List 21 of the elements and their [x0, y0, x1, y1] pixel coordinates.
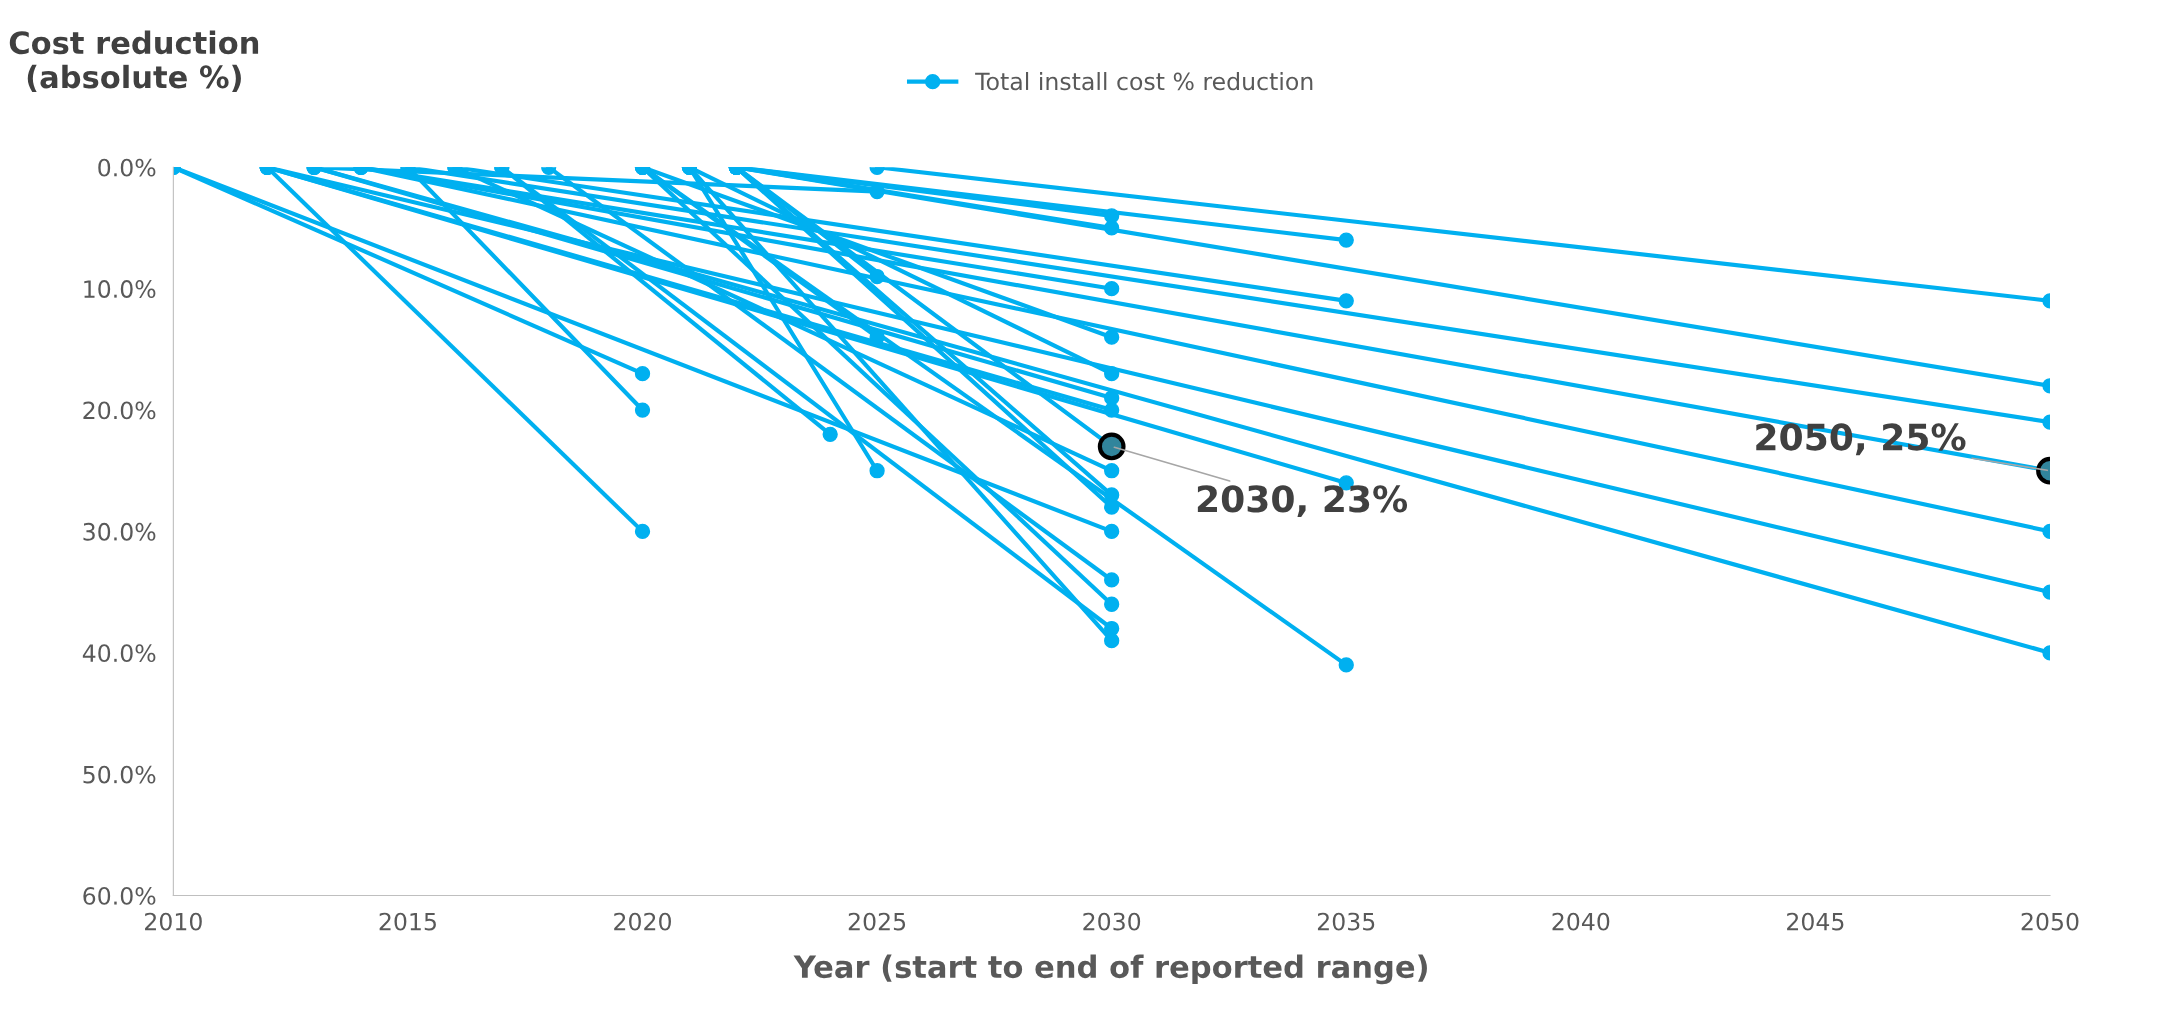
x-tick-label: 2030 [1083, 912, 1141, 931]
x-tick-label: 2020 [614, 912, 671, 931]
annotation: 2030, 23% [1197, 485, 1408, 518]
y-tick-label: 20.0% [83, 401, 156, 420]
x-tick-label: 2015 [379, 912, 436, 931]
y-tick-label: 60.0% [83, 887, 156, 905]
y-axis-title: Cost reduction (absolute %) [9, 30, 259, 93]
x-tick-label: 2025 [848, 912, 906, 931]
x-tick-label: 2050 [2021, 912, 2079, 931]
legend-label: Total install cost % reduction [975, 72, 1313, 91]
annotation: 2050, 25% [1756, 423, 1966, 456]
y-tick-label: 40.0% [82, 644, 156, 663]
x-tick-label: 2035 [1317, 912, 1375, 931]
x-axis-title: Year (start to end of reported range) [793, 954, 1427, 985]
x-tick-label: 2010 [145, 912, 202, 931]
x-tick-label: 2045 [1787, 912, 1844, 931]
y-tick-label: 50.0% [83, 765, 156, 784]
y-tick-label: 10.0% [84, 280, 156, 298]
y-tick-label: 30.0% [83, 522, 156, 541]
x-tick-label: 2040 [1552, 912, 1610, 931]
y-tick-label: 0.0% [98, 158, 156, 177]
